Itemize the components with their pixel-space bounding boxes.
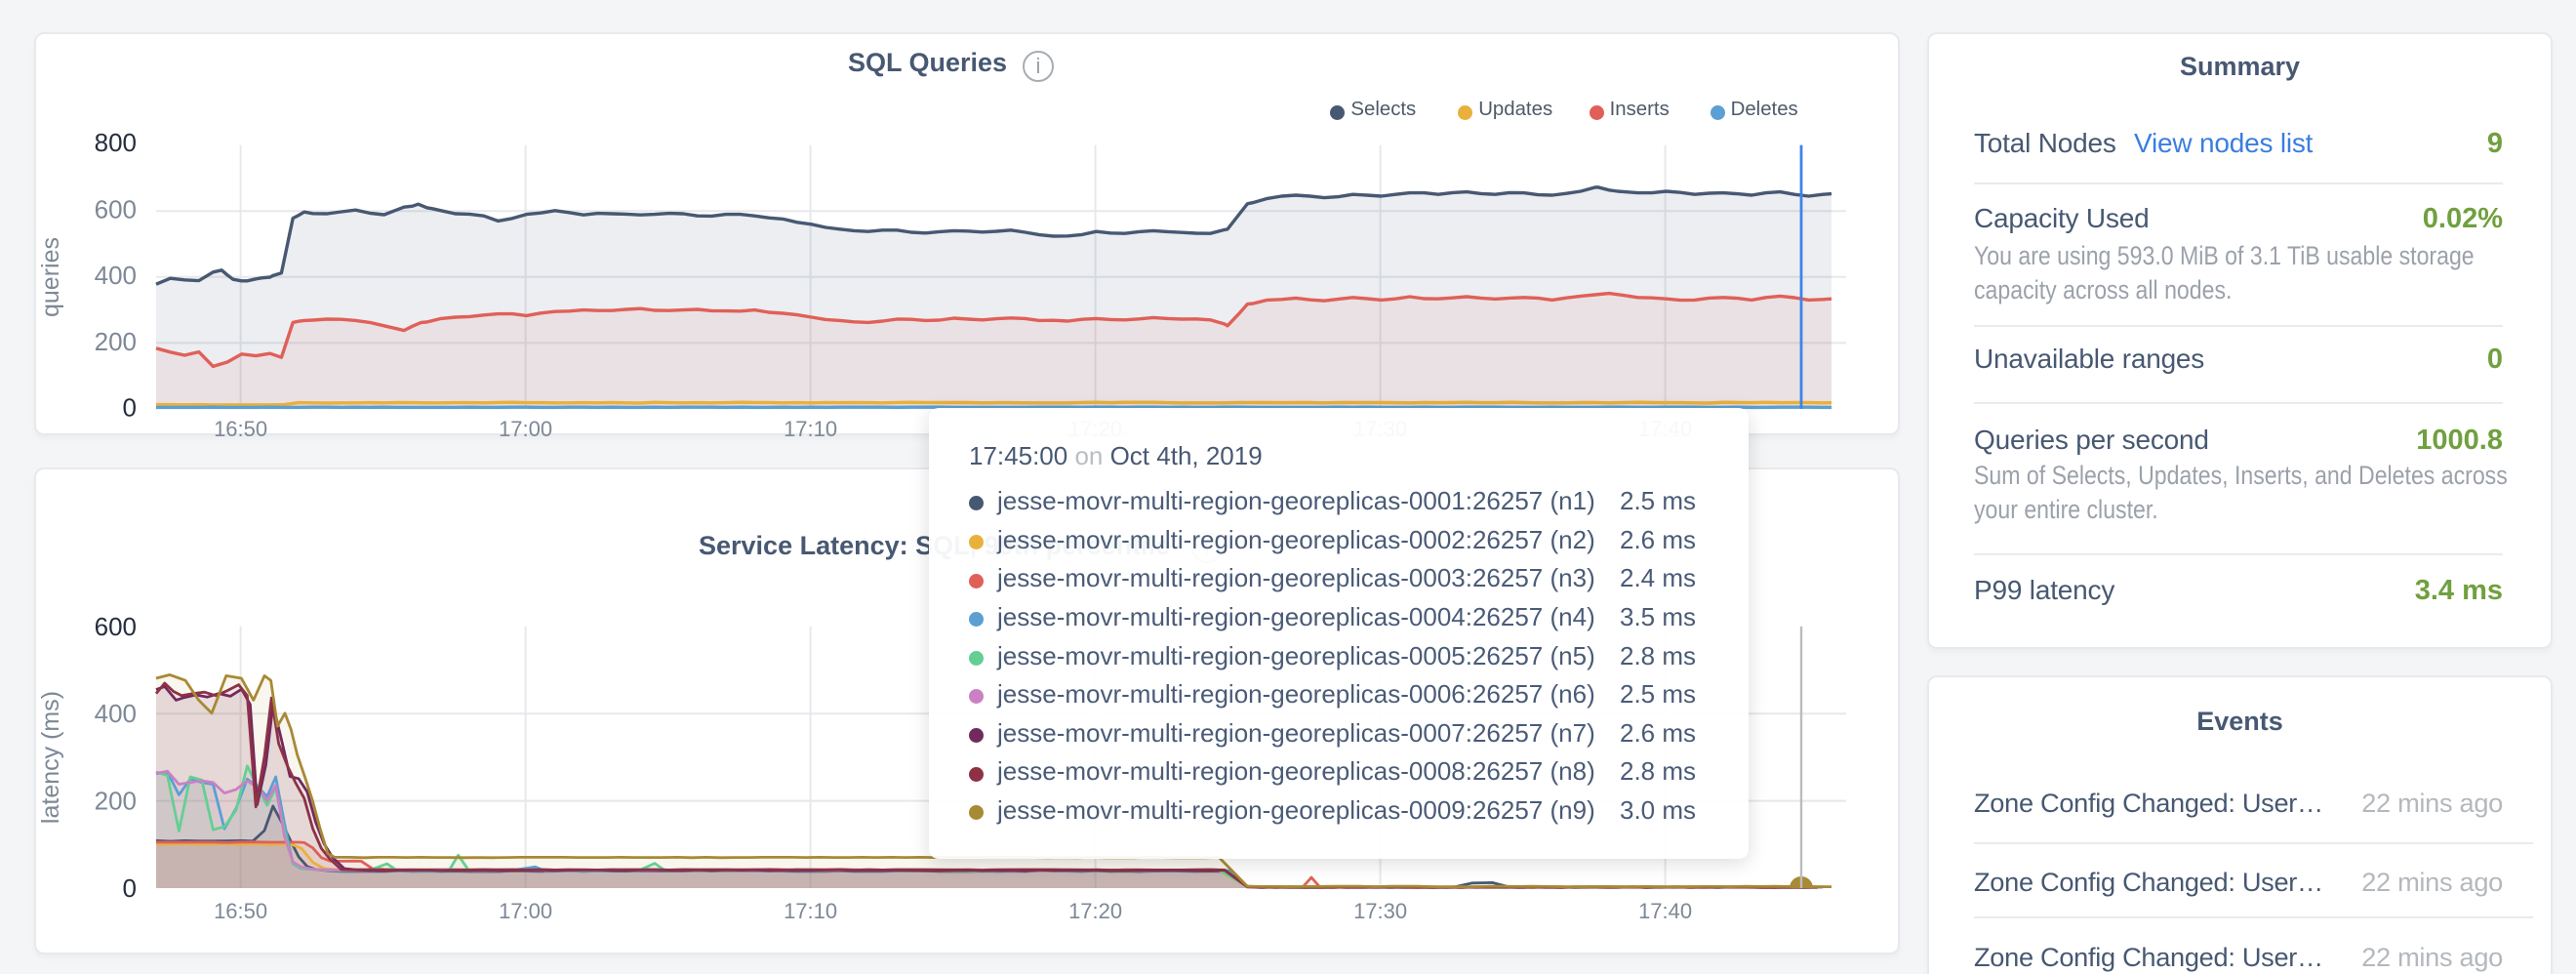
- svg-text:17:00: 17:00: [499, 899, 552, 923]
- svg-text:17:10: 17:10: [784, 899, 837, 923]
- svg-text:800: 800: [95, 128, 137, 157]
- svg-text:17:40: 17:40: [1638, 899, 1692, 923]
- svg-text:0: 0: [123, 873, 137, 903]
- svg-text:17:00: 17:00: [499, 417, 552, 438]
- svg-text:0: 0: [123, 392, 137, 422]
- svg-text:200: 200: [95, 787, 137, 816]
- svg-text:200: 200: [95, 327, 137, 356]
- svg-text:17:20: 17:20: [1068, 899, 1122, 923]
- svg-text:latency (ms): latency (ms): [37, 691, 64, 824]
- svg-text:400: 400: [95, 261, 137, 290]
- svg-text:600: 600: [95, 195, 137, 224]
- svg-text:queries: queries: [37, 237, 64, 317]
- svg-text:16:50: 16:50: [214, 899, 267, 923]
- svg-text:17:10: 17:10: [784, 417, 837, 438]
- svg-text:16:50: 16:50: [214, 417, 267, 438]
- svg-text:17:30: 17:30: [1353, 899, 1407, 923]
- svg-text:600: 600: [95, 612, 137, 641]
- svg-text:400: 400: [95, 699, 137, 728]
